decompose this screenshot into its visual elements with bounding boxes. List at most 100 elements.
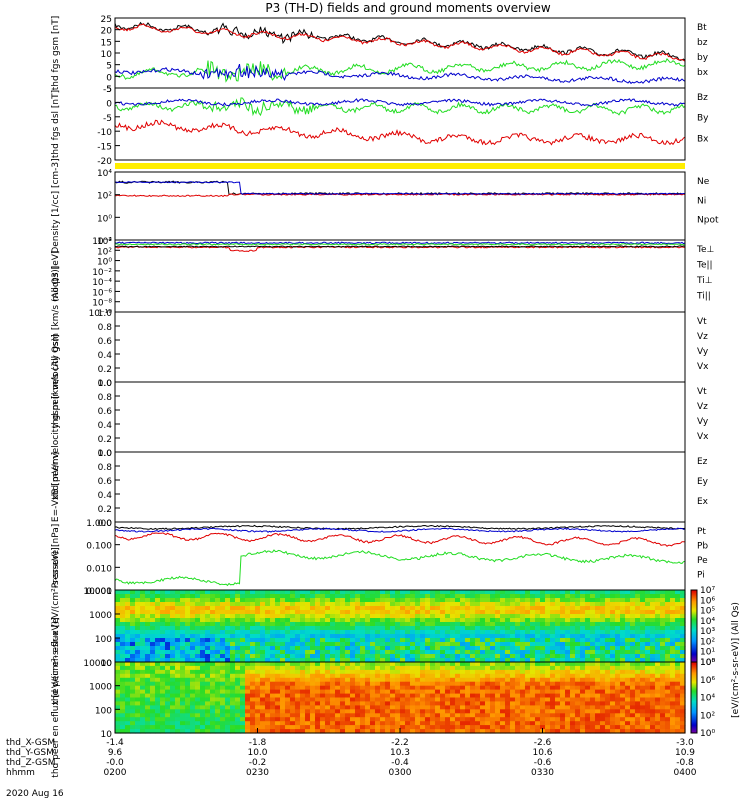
spectrogram-electron-cell	[195, 669, 201, 675]
spectrogram-ion-cell	[365, 610, 371, 615]
spectrogram-ion-cell	[515, 630, 521, 635]
spectrogram-electron-cell	[300, 713, 306, 718]
spectrogram-electron-cell	[550, 717, 556, 722]
spectrogram-electron-cell	[295, 673, 301, 679]
spectrogram-ion-cell	[390, 606, 396, 611]
spectrogram-ion-cell	[155, 630, 161, 635]
spectrogram-electron-cell	[515, 729, 521, 734]
spectrogram-electron-cell	[335, 717, 341, 722]
spectrogram-ion-cell	[675, 646, 681, 651]
spectrogram-electron-cell	[270, 665, 276, 671]
spectrogram-electron-cell	[215, 705, 221, 710]
spectrogram-ion-cell	[255, 598, 261, 603]
spectrogram-ion-cell	[550, 622, 556, 627]
spectrogram-electron-cell	[170, 673, 176, 679]
spectrogram-ion-cell	[570, 630, 576, 635]
spectrogram-ion-cell	[480, 638, 486, 643]
spectrogram-ion-cell	[160, 598, 166, 603]
spectrogram-ion-cell	[295, 602, 301, 607]
spectrogram-ion-cell	[275, 638, 281, 643]
spectrogram-electron-cell	[625, 677, 631, 683]
spectrogram-electron-cell	[330, 713, 336, 718]
spectrogram-electron-cell	[535, 713, 541, 718]
spectrogram-ion-cell	[280, 650, 286, 655]
colorbar-cell	[691, 663, 697, 665]
spectrogram-electron-cell	[300, 677, 306, 683]
spectrogram-ion-cell	[325, 650, 331, 655]
spectrogram-electron-cell	[490, 717, 496, 722]
spectrogram-ion-cell	[590, 610, 596, 615]
spectrogram-ion-cell	[310, 642, 316, 647]
spectrogram-electron-cell	[550, 721, 556, 726]
spectrogram-ion-cell	[300, 598, 306, 603]
spectrogram-electron-cell	[520, 701, 526, 706]
spectrogram-electron-cell	[120, 665, 126, 671]
spectrogram-ion-cell	[245, 642, 251, 647]
spectrogram-ion-cell	[585, 638, 591, 643]
spectrogram-ion-cell	[305, 622, 311, 627]
spectrogram-electron-cell	[515, 725, 521, 730]
spectrogram-electron-cell	[295, 725, 301, 730]
spectrogram-ion-cell	[145, 606, 151, 611]
spectrogram-ion-cell	[170, 606, 176, 611]
spectrogram-electron-cell	[165, 665, 171, 671]
spectrogram-ion-cell	[290, 622, 296, 627]
spectrogram-ion-cell	[365, 634, 371, 639]
spectrogram-ion-cell	[410, 622, 416, 627]
spectrogram-ion-cell	[130, 614, 136, 619]
ytick-label: 0.0	[98, 519, 113, 529]
spectrogram-electron-cell	[500, 713, 506, 718]
spectrogram-ion-cell	[240, 622, 246, 627]
spectrogram-electron-cell	[145, 717, 151, 722]
spectrogram-ion-cell	[245, 622, 251, 627]
spectrogram-electron-cell	[205, 697, 211, 702]
spectrogram-electron-cell	[675, 697, 681, 702]
spectrogram-ion-cell	[485, 650, 491, 655]
spectrogram-electron-cell	[425, 669, 431, 675]
spectrogram-electron-cell	[490, 685, 496, 691]
spectrogram-ion-cell	[130, 646, 136, 651]
spectrogram-ion-cell	[630, 590, 636, 595]
spectrogram-electron-cell	[200, 713, 206, 718]
spectrogram-electron-cell	[680, 729, 686, 734]
spectrogram-electron-cell	[550, 729, 556, 734]
spectrogram-electron-cell	[675, 677, 681, 683]
spectrogram-ion-cell	[200, 642, 206, 647]
spectrogram-ion-cell	[255, 610, 261, 615]
spectrogram-electron-cell	[430, 662, 436, 667]
spectrogram-ion-cell	[655, 622, 661, 627]
spectrogram-ion-cell	[330, 634, 336, 639]
spectrogram-ion-cell	[630, 646, 636, 651]
spectrogram-ion-cell	[505, 606, 511, 611]
spectrogram-electron-cell	[450, 677, 456, 683]
spectrogram-electron-cell	[595, 709, 601, 714]
spectrogram-ion-cell	[355, 646, 361, 651]
spectrogram-ion-cell	[435, 638, 441, 643]
spectrogram-electron-cell	[545, 697, 551, 702]
spectrogram-ion-cell	[275, 618, 281, 623]
spectrogram-electron-cell	[580, 685, 586, 691]
spectrogram-electron-cell	[150, 677, 156, 683]
spectrogram-electron-cell	[370, 701, 376, 706]
spectrogram-ion-cell	[385, 646, 391, 651]
spectrogram-ion-cell	[675, 634, 681, 639]
spectrogram-ion-cell	[225, 594, 231, 599]
spectrogram-electron-cell	[540, 713, 546, 718]
spectrogram-ion-cell	[590, 634, 596, 639]
colorbar-cell	[691, 702, 697, 704]
spectrogram-ion-cell	[585, 590, 591, 595]
spectrogram-electron-cell	[140, 713, 146, 718]
spectrogram-electron-cell	[435, 725, 441, 730]
spectrogram-electron-cell	[600, 721, 606, 726]
spectrogram-ion-cell	[135, 590, 141, 595]
spectrogram-ion-cell	[505, 654, 511, 659]
spectrogram-ion-cell	[660, 594, 666, 599]
spectrogram-electron-cell	[295, 665, 301, 671]
spectrogram-ion-cell	[235, 650, 241, 655]
spectrogram-electron-cell	[290, 673, 296, 679]
spectrogram-ion-cell	[680, 642, 686, 647]
spectrogram-electron-cell	[345, 729, 351, 734]
spectrogram-ion-cell	[610, 654, 616, 659]
spectrogram-ion-cell	[385, 594, 391, 599]
spectrogram-ion-cell	[570, 626, 576, 631]
